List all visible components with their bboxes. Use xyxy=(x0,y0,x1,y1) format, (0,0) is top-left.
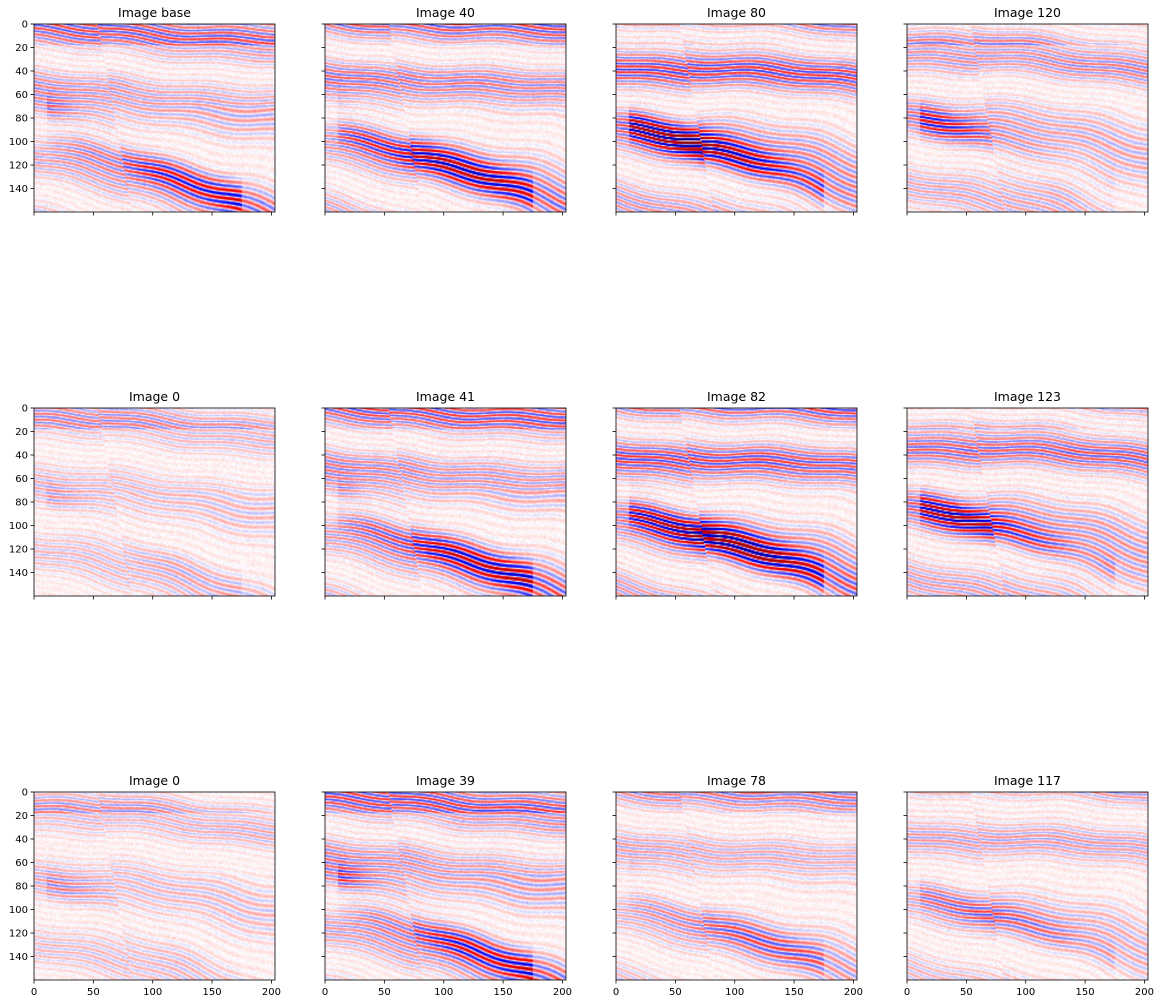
heatmap-image xyxy=(34,408,275,596)
x-tick-label: 50 xyxy=(87,987,100,998)
y-tick-label: 140 xyxy=(9,568,28,579)
y-tick-label: 100 xyxy=(9,905,28,916)
y-tick-label: 60 xyxy=(15,858,28,869)
x-tick-label: 150 xyxy=(785,987,804,998)
panel-title: Image base xyxy=(118,5,191,20)
y-tick-label: 120 xyxy=(9,545,28,556)
x-tick-label: 100 xyxy=(143,987,162,998)
y-tick-label: 0 xyxy=(22,404,28,415)
heatmap-image xyxy=(325,24,566,212)
subplot-11: Image 78 0 50 100 150 200 xyxy=(612,773,863,998)
y-tick-label: 20 xyxy=(15,811,28,822)
y-tick-label: 100 xyxy=(9,521,28,532)
x-tick-label: 150 xyxy=(1076,987,1095,998)
x-tick-label: 100 xyxy=(434,987,453,998)
subplot-3: Image 80 xyxy=(612,5,858,216)
subplot-7: Image 82 xyxy=(612,389,858,600)
x-tick-label: 150 xyxy=(203,987,222,998)
subplot-6: Image 41 xyxy=(321,389,567,600)
panel-title: Image 40 xyxy=(416,5,475,20)
x-tick-label: 200 xyxy=(844,987,863,998)
y-tick-label: 60 xyxy=(15,474,28,485)
x-tick-label: 100 xyxy=(725,987,744,998)
x-tick-label: 0 xyxy=(322,987,328,998)
y-tick-label: 100 xyxy=(9,137,28,148)
heatmap-image xyxy=(616,792,857,980)
heatmap-image xyxy=(325,408,566,596)
y-tick-label: 140 xyxy=(9,184,28,195)
subplot-8: Image 123 xyxy=(903,389,1149,600)
x-tick-label: 50 xyxy=(669,987,682,998)
x-tick-label: 100 xyxy=(1016,987,1035,998)
y-tick-label: 0 xyxy=(22,20,28,31)
panel-title: Image 80 xyxy=(707,5,766,20)
x-tick-label: 0 xyxy=(31,987,37,998)
panel-title: Image 39 xyxy=(416,773,475,788)
heatmap-image xyxy=(616,24,857,212)
y-tick-label: 20 xyxy=(15,427,28,438)
heatmap-image xyxy=(907,792,1148,980)
y-tick-label: 40 xyxy=(15,835,28,846)
y-tick-label: 40 xyxy=(15,67,28,78)
y-tick-label: 20 xyxy=(15,43,28,54)
y-tick-label: 140 xyxy=(9,952,28,963)
heatmap-image xyxy=(34,792,275,980)
subplot-9: Image 0 0 50 100 150 200 0 20 40 60 80 100 120 140 xyxy=(9,773,281,998)
subplot-10: Image 39 0 50 100 150 200 xyxy=(321,773,572,998)
panel-title: Image 0 xyxy=(129,773,180,788)
x-tick-label: 0 xyxy=(613,987,619,998)
y-tick-label: 80 xyxy=(15,882,28,893)
y-tick-label: 60 xyxy=(15,90,28,101)
panel-title: Image 82 xyxy=(707,389,766,404)
heatmap-image xyxy=(325,792,566,980)
panel-title: Image 123 xyxy=(994,389,1061,404)
x-tick-label: 200 xyxy=(553,987,572,998)
y-tick-label: 80 xyxy=(15,114,28,125)
x-tick-label: 50 xyxy=(960,987,973,998)
y-tick-label: 120 xyxy=(9,929,28,940)
y-tick-label: 40 xyxy=(15,451,28,462)
heatmap-image xyxy=(907,24,1148,212)
subplot-1: Image base 0 20 40 60 80 100 120 140 xyxy=(9,5,276,216)
x-tick-label: 200 xyxy=(262,987,281,998)
heatmap-image xyxy=(34,24,275,212)
y-tick-label: 0 xyxy=(22,788,28,799)
panel-title: Image 41 xyxy=(416,389,475,404)
y-tick-label: 120 xyxy=(9,161,28,172)
y-tick-label: 80 xyxy=(15,498,28,509)
panel-title: Image 117 xyxy=(994,773,1061,788)
x-tick-label: 50 xyxy=(378,987,391,998)
panel-title: Image 120 xyxy=(994,5,1061,20)
subplot-5: Image 0 0 20 40 60 80 100 120 140 xyxy=(9,389,276,600)
x-tick-label: 150 xyxy=(494,987,513,998)
subplot-2: Image 40 xyxy=(321,5,567,216)
heatmap-image xyxy=(907,408,1148,596)
panel-title: Image 0 xyxy=(129,389,180,404)
x-tick-label: 200 xyxy=(1135,987,1154,998)
subplot-12: Image 117 0 50 100 150 200 xyxy=(903,773,1154,998)
heatmap-image xyxy=(616,408,857,596)
x-tick-label: 0 xyxy=(904,987,910,998)
panel-title: Image 78 xyxy=(707,773,766,788)
subplot-4: Image 120 xyxy=(903,5,1149,216)
